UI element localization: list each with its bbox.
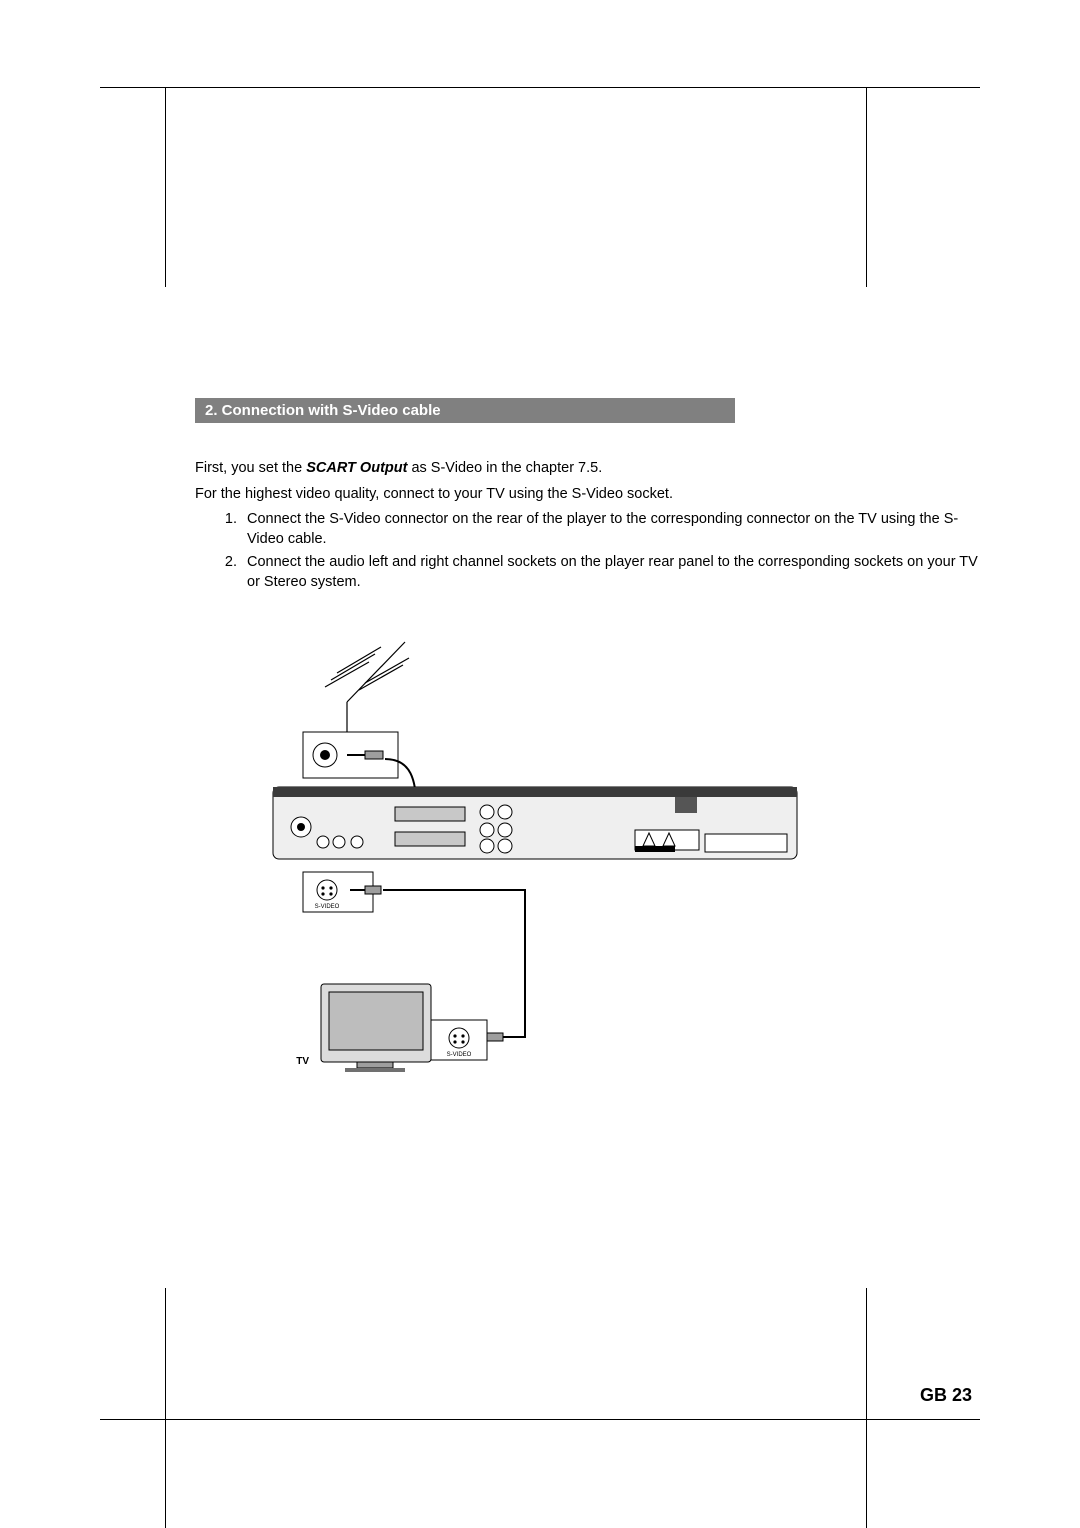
page-number: GB 23	[920, 1385, 972, 1406]
frame-line-bl	[165, 1288, 166, 1528]
player-rear-panel	[273, 787, 797, 859]
antenna-in-box	[303, 732, 398, 778]
frame-line-br	[866, 1288, 867, 1528]
connection-diagram: S-VIDEO S-VIDEO	[265, 632, 980, 1102]
manual-page: 2. Connection with S-Video cable First, …	[0, 0, 1080, 1528]
frame-line-tl	[165, 87, 166, 287]
antenna-icon	[325, 642, 409, 732]
step-2: Connect the audio left and right channel…	[241, 553, 980, 592]
step-1: Connect the S-Video connector on the rea…	[241, 510, 980, 549]
intro-pre: First, you set the	[195, 460, 306, 476]
svideo-in-box: S-VIDEO	[431, 1020, 487, 1060]
svideo-label-bottom: S-VIDEO	[447, 1052, 472, 1058]
para-quality: For the highest video quality, connect t…	[195, 485, 980, 505]
tv-icon	[321, 984, 431, 1072]
caution-label	[635, 830, 699, 852]
intro-key: SCART Output	[306, 460, 407, 476]
body-text: First, you set the SCART Output as S-Vid…	[195, 459, 980, 592]
section-heading: 2. Connection with S-Video cable	[195, 398, 735, 423]
frame-line-tr	[866, 87, 867, 287]
svideo-label-top: S-VIDEO	[315, 904, 340, 910]
intro-line: First, you set the SCART Output as S-Vid…	[195, 459, 980, 479]
intro-post: as S-Video in the chapter 7.5.	[411, 460, 602, 476]
steps-list: Connect the S-Video connector on the rea…	[195, 510, 980, 592]
tv-label: TV	[296, 1056, 309, 1067]
frame-line-top	[100, 87, 980, 88]
frame-line-bottom	[100, 1419, 980, 1420]
content-area: 2. Connection with S-Video cable First, …	[195, 398, 980, 1102]
svideo-out-box: S-VIDEO	[303, 872, 373, 912]
